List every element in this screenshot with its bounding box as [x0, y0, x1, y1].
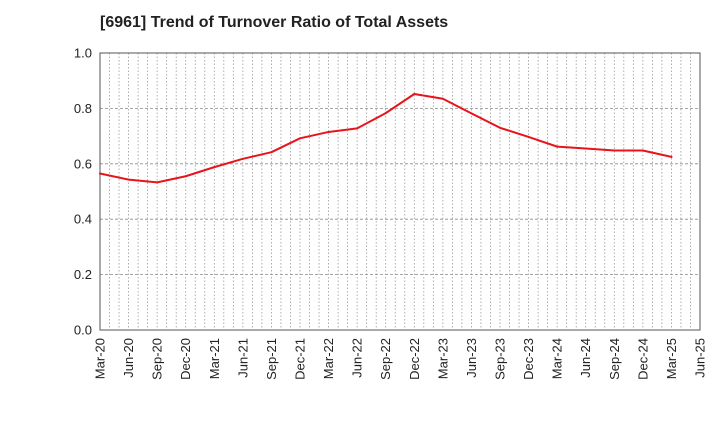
x-tick-label: Dec-20 — [178, 338, 193, 380]
grid-lines — [100, 53, 700, 330]
plot-border — [99, 52, 701, 331]
data-point — [527, 135, 530, 138]
x-tick-label: Sep-22 — [378, 338, 393, 380]
x-tick-label: Sep-24 — [607, 338, 622, 380]
y-tick-label: 0.2 — [74, 267, 92, 282]
y-tick-label: 0.0 — [74, 323, 92, 338]
data-point — [213, 166, 216, 169]
x-tick-label: Sep-21 — [264, 338, 279, 380]
x-tick-label: Mar-20 — [93, 338, 108, 379]
data-point — [499, 126, 501, 129]
y-tick-label: 0.8 — [74, 101, 92, 116]
y-tick-label: 0.6 — [74, 156, 92, 171]
data-point — [356, 127, 359, 130]
data-point — [670, 155, 673, 158]
x-tick-label: Jun-20 — [121, 338, 136, 378]
x-tick-label: Jun-21 — [235, 338, 250, 378]
x-tick-label: Mar-23 — [435, 338, 450, 379]
data-point — [641, 149, 644, 152]
y-tick-label: 1.0 — [74, 46, 92, 61]
data-point — [127, 178, 130, 181]
data-point — [270, 151, 273, 154]
data-point — [384, 112, 387, 115]
data-point — [99, 172, 101, 175]
x-tick-label: Jun-25 — [693, 338, 708, 378]
data-point — [413, 92, 416, 95]
x-tick-label: Dec-21 — [293, 338, 308, 380]
x-tick-label: Mar-25 — [664, 338, 679, 379]
x-tick-label: Dec-22 — [407, 338, 422, 380]
x-tick-label: Mar-24 — [550, 338, 565, 379]
x-tick-label: Jun-22 — [350, 338, 365, 378]
x-tick-label: Jun-23 — [464, 338, 479, 378]
x-tick-label: Mar-21 — [207, 338, 222, 379]
x-axis-ticks: Mar-20 Jun-20 Sep-20 Dec-20 Mar-21 Jun-21 Sep-… — [93, 338, 708, 380]
x-tick-label: Sep-20 — [150, 338, 165, 380]
x-tick-label: Mar-22 — [321, 338, 336, 379]
data-point — [241, 157, 244, 160]
x-tick-label: Jun-24 — [578, 338, 593, 378]
y-axis-ticks: 0.0 0.2 0.4 0.6 0.8 1.0 — [74, 46, 92, 338]
data-point — [441, 97, 444, 100]
data-point — [156, 181, 159, 184]
data-point — [299, 137, 301, 140]
y-tick-label: 0.4 — [74, 212, 92, 227]
x-tick-label: Dec-23 — [521, 338, 536, 380]
x-tick-label: Dec-24 — [635, 338, 650, 380]
data-point — [470, 112, 473, 115]
data-point — [556, 145, 559, 148]
data-point — [184, 175, 187, 178]
chart-title: [6961] Trend of Turnover Ratio of Total … — [100, 14, 449, 31]
data-point — [613, 149, 616, 152]
plot-frame — [99, 52, 701, 331]
data-point — [327, 130, 330, 133]
x-tick-label: Sep-23 — [493, 338, 508, 380]
series-layer — [99, 92, 673, 184]
data-point — [584, 147, 587, 150]
